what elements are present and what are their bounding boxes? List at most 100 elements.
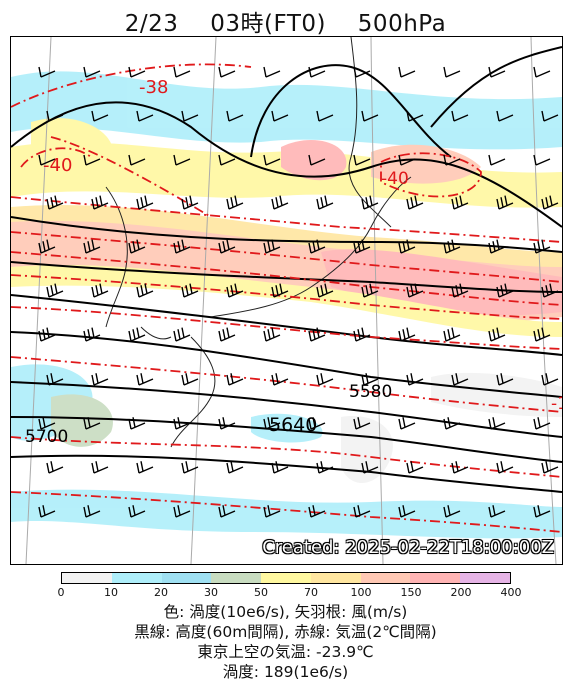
wind-barb bbox=[38, 239, 56, 254]
wind-barb bbox=[316, 110, 334, 122]
wind-barb bbox=[398, 66, 416, 78]
caption-line-tokyo-temp: 東京上空の気温: -23.9℃ bbox=[197, 643, 374, 661]
wind-barb bbox=[271, 461, 289, 474]
chart-title: 2/23 03時(FT0) 500hPa bbox=[0, 4, 571, 38]
wind-barb bbox=[173, 239, 191, 254]
wind-barb bbox=[83, 154, 101, 166]
wind-barb bbox=[451, 373, 469, 386]
wind-barb bbox=[218, 154, 236, 166]
wind-barb bbox=[128, 66, 146, 78]
wind-barb bbox=[46, 461, 64, 474]
wind-barb bbox=[353, 239, 371, 254]
wind-barb bbox=[38, 66, 56, 78]
colorbar-tick-label: 30 bbox=[204, 586, 218, 599]
wind-barb bbox=[136, 110, 154, 122]
wind-barb bbox=[406, 373, 424, 386]
wind-barb bbox=[488, 66, 506, 78]
colorbar-swatch bbox=[211, 573, 262, 583]
wind-barb bbox=[128, 239, 146, 254]
colorbar-tick-label: 0 bbox=[57, 586, 65, 599]
wind-barb bbox=[496, 283, 514, 298]
wind-barb bbox=[541, 195, 559, 210]
wind-barb bbox=[181, 373, 199, 386]
wind-barb bbox=[46, 373, 64, 386]
wind-barb bbox=[533, 154, 551, 166]
wind-barb bbox=[316, 283, 334, 298]
wind-barb bbox=[488, 505, 506, 518]
wind-barb bbox=[361, 283, 379, 298]
wind-barb bbox=[263, 239, 281, 254]
wind-barb bbox=[173, 154, 191, 166]
wind-barb bbox=[488, 154, 506, 166]
wind-barb bbox=[263, 66, 281, 78]
wind-barb bbox=[128, 505, 146, 518]
wind-barb bbox=[316, 373, 334, 386]
wind-barb bbox=[91, 461, 109, 474]
contour-labels: 5580 5640 5700 -38 -40 -40 -1 bbox=[25, 77, 562, 447]
wind-barb bbox=[488, 239, 506, 254]
wind-barb bbox=[263, 327, 281, 342]
wind-barb bbox=[226, 461, 244, 474]
wind-barb bbox=[38, 327, 56, 342]
wind-barb bbox=[361, 373, 379, 386]
wind-barb bbox=[308, 66, 326, 78]
caption-line-vorticity: 渦度: 189(1e6/s) bbox=[222, 663, 349, 681]
wind-barb bbox=[173, 66, 191, 78]
wind-barb bbox=[533, 327, 551, 342]
wind-barb bbox=[83, 66, 101, 78]
wind-barb bbox=[181, 195, 199, 210]
created-stamp: Created: 2025-02-22T18:00:00Z bbox=[262, 537, 554, 558]
wind-barb bbox=[136, 283, 154, 298]
wind-barb bbox=[128, 417, 146, 430]
wind-barb bbox=[271, 373, 289, 386]
wind-barb bbox=[443, 327, 461, 342]
temp-label-edge: -1 bbox=[551, 394, 562, 414]
wind-barb bbox=[361, 110, 379, 122]
wind-barb bbox=[308, 239, 326, 254]
wind-barb bbox=[398, 505, 416, 518]
title-date: 2/23 bbox=[124, 11, 179, 37]
wind-barb bbox=[488, 417, 506, 430]
height-contours bbox=[11, 46, 562, 493]
weather-map: 5580 5640 5700 -38 -40 -40 -1 Created: 2… bbox=[10, 36, 563, 565]
wind-barb bbox=[91, 110, 109, 122]
wind-barb bbox=[406, 195, 424, 210]
wind-barb bbox=[496, 373, 514, 386]
height-label-5640: 5640 bbox=[269, 414, 317, 436]
wind-barb bbox=[451, 283, 469, 298]
colorbar-swatch bbox=[310, 573, 361, 583]
height-label-5700: 5700 bbox=[25, 427, 68, 447]
wind-barb bbox=[136, 373, 154, 386]
wind-barb bbox=[406, 110, 424, 122]
wind-barb bbox=[308, 154, 326, 166]
wind-barb bbox=[541, 110, 559, 122]
map-canvas: 5580 5640 5700 -38 -40 -40 -1 bbox=[11, 37, 562, 564]
wind-barb bbox=[46, 283, 64, 298]
wind-barb bbox=[361, 461, 379, 474]
wind-barb bbox=[83, 505, 101, 518]
wind-barb bbox=[173, 327, 191, 342]
wind-barb bbox=[398, 327, 416, 342]
wind-barb bbox=[128, 154, 146, 166]
colorbar-swatch bbox=[261, 573, 311, 583]
wind-barb bbox=[533, 239, 551, 254]
colorbar-ticks: 0 10 20 30 50 70 100 150 200 400 bbox=[0, 586, 571, 600]
wind-barb bbox=[316, 195, 334, 210]
wind-barb bbox=[38, 154, 56, 166]
wind-barb bbox=[218, 327, 236, 342]
wind-barb bbox=[136, 461, 154, 474]
wind-barbs bbox=[38, 66, 559, 518]
wind-barb bbox=[406, 283, 424, 298]
wind-barb bbox=[541, 461, 559, 474]
title-level: 500hPa bbox=[357, 11, 447, 37]
wind-barb bbox=[271, 110, 289, 122]
temp-label-minus40-east: -40 bbox=[381, 169, 409, 189]
wind-barb bbox=[398, 239, 416, 254]
wind-barb bbox=[488, 327, 506, 342]
colorbar-swatch bbox=[360, 573, 411, 583]
wind-barb bbox=[83, 417, 101, 430]
wind-barb bbox=[136, 195, 154, 210]
wind-barb bbox=[361, 195, 379, 210]
temp-label-minus38: -38 bbox=[139, 77, 168, 98]
wind-barb bbox=[271, 283, 289, 298]
